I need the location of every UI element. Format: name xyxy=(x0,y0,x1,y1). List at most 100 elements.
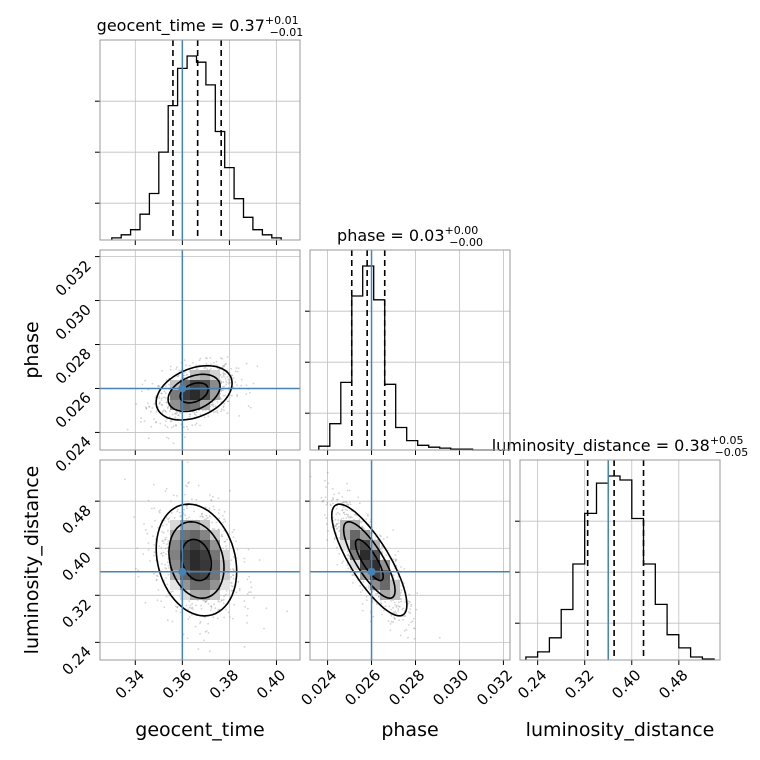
sample-point xyxy=(142,553,145,555)
sample-point xyxy=(169,365,172,368)
sample-point xyxy=(186,485,189,488)
sample-point xyxy=(359,591,362,593)
x-tick-label-phase: 0.024 xyxy=(297,666,340,709)
joint-panel-phase-luminosity_distance xyxy=(305,459,511,665)
sample-point xyxy=(160,552,163,555)
sample-point xyxy=(169,420,172,423)
sample-point xyxy=(395,606,398,608)
sample-point xyxy=(344,513,346,516)
sample-point xyxy=(236,395,238,397)
sample-point xyxy=(158,395,161,398)
sample-point xyxy=(190,614,193,616)
sample-point xyxy=(161,369,164,372)
sample-point xyxy=(176,411,179,413)
sample-point xyxy=(361,603,364,605)
density-cell xyxy=(200,560,210,570)
sample-point xyxy=(397,610,400,612)
sample-point xyxy=(212,616,215,619)
sample-point xyxy=(174,416,177,419)
sample-point xyxy=(184,514,187,517)
sample-point xyxy=(160,403,163,406)
sample-point xyxy=(200,604,203,607)
sample-point xyxy=(165,553,167,555)
density-cell xyxy=(190,390,200,400)
sample-point xyxy=(212,361,215,364)
sample-point xyxy=(151,382,154,385)
sample-point xyxy=(325,486,327,488)
density-cell xyxy=(360,570,370,580)
sample-point xyxy=(144,601,147,604)
sample-point xyxy=(379,601,382,604)
sample-point xyxy=(203,416,206,419)
sample-point xyxy=(147,499,150,502)
sample-point xyxy=(199,424,201,427)
sample-point xyxy=(165,487,168,490)
sample-point xyxy=(219,380,222,383)
hist-panel-phase xyxy=(305,249,511,455)
sample-point xyxy=(338,552,341,555)
sample-point xyxy=(166,426,169,428)
sample-point xyxy=(392,574,395,576)
sample-point xyxy=(178,369,181,372)
sample-point xyxy=(222,547,225,550)
sample-point xyxy=(248,575,251,578)
sample-point xyxy=(381,552,384,554)
sample-point xyxy=(237,581,240,583)
sample-point xyxy=(387,620,390,622)
sample-point xyxy=(232,569,235,572)
sample-point xyxy=(222,406,225,409)
density-cell xyxy=(190,380,200,390)
sample-point xyxy=(186,461,189,464)
sample-point xyxy=(165,595,168,598)
sample-point xyxy=(162,524,164,527)
sample-point xyxy=(372,615,375,618)
sample-point xyxy=(222,602,225,605)
sample-point xyxy=(416,592,419,595)
sample-point xyxy=(182,372,185,374)
sample-point xyxy=(232,377,235,379)
sample-point xyxy=(389,623,392,625)
density-cell xyxy=(170,520,180,530)
sample-point xyxy=(405,628,408,631)
sample-point xyxy=(172,425,175,428)
sample-point xyxy=(192,362,194,364)
sample-point xyxy=(161,404,163,406)
histogram-luminosity_distance xyxy=(525,475,715,660)
sample-point xyxy=(204,366,207,369)
sample-point xyxy=(209,494,211,496)
sample-point xyxy=(346,482,348,485)
sample-point xyxy=(185,604,188,607)
sample-point xyxy=(252,382,255,385)
sample-point xyxy=(408,593,411,596)
sample-point xyxy=(238,415,241,417)
contour-level-0 xyxy=(180,538,213,582)
density-cell xyxy=(210,380,220,390)
sample-point xyxy=(375,603,378,606)
sample-point xyxy=(230,582,233,584)
sample-point xyxy=(201,515,204,518)
sample-point xyxy=(347,503,350,506)
sample-point xyxy=(187,618,190,621)
sample-point xyxy=(165,436,168,439)
sample-point xyxy=(346,515,349,518)
contour-level-1 xyxy=(168,520,225,600)
density-cell xyxy=(170,580,180,590)
truth-point xyxy=(367,567,376,576)
sample-point xyxy=(220,390,222,393)
density-cell xyxy=(170,570,180,580)
sample-point xyxy=(168,520,170,523)
sample-point xyxy=(230,367,233,370)
sample-point xyxy=(187,428,189,431)
sample-point xyxy=(367,584,370,587)
y-tick-label-phase: 0.024 xyxy=(52,433,95,476)
sample-point xyxy=(404,615,407,617)
sample-point xyxy=(199,413,202,416)
sample-point xyxy=(336,546,338,549)
density-cell xyxy=(170,550,180,560)
sample-point xyxy=(174,412,177,415)
sample-point xyxy=(240,378,243,381)
sample-point xyxy=(226,412,229,415)
sample-point xyxy=(165,523,168,526)
sample-point xyxy=(320,496,323,499)
sample-point xyxy=(238,587,241,590)
